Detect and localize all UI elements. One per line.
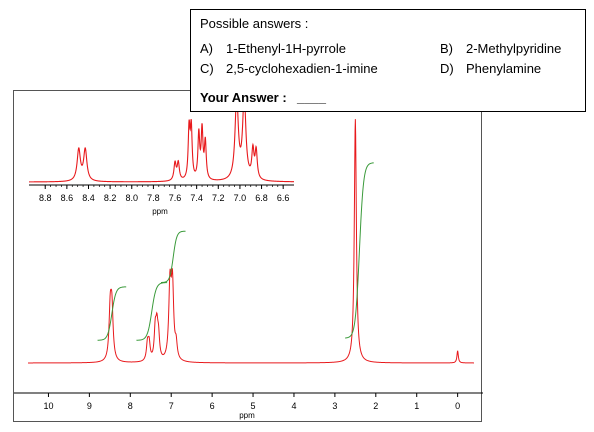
main-x-ticks [47, 393, 459, 397]
inset-spectrum-plot: 8.8 8.6 8.4 8.2 8.0 7.8 7.6 7.4 7.2 7.0 6.8 6.6 ppm [29, 93, 294, 216]
inset-x-tick-label: 8.2 [104, 193, 117, 203]
main-x-tick-label: 4 [291, 401, 296, 411]
main-x-tick-label: 8 [128, 401, 133, 411]
main-integral-curves [97, 162, 374, 341]
your-answer-field[interactable]: ____ [297, 90, 326, 105]
question-prompt: Possible answers : [200, 16, 309, 31]
main-x-tick-label: 1 [414, 401, 419, 411]
option-b-letter: B) [440, 41, 453, 56]
main-x-tick-label: 2 [373, 401, 378, 411]
nmr-spectrum-chart: 10 9 8 7 6 5 4 3 2 1 0 ppm 8.8 8.6 8.4 8.2 8.0 7.8 7.6 7.… [14, 93, 483, 420]
option-a[interactable]: A) 1-Ethenyl-1H-pyrrole [200, 41, 346, 56]
option-b[interactable]: B) 2-Methylpyridine [440, 41, 561, 56]
answer-choices-box: Possible answers : A) 1-Ethenyl-1H-pyrrol… [190, 9, 586, 112]
option-b-text: 2-Methylpyridine [466, 41, 562, 56]
integral-curve [136, 282, 168, 341]
inset-x-tick-label: 8.0 [125, 193, 138, 203]
main-spectrum-plot: 10 9 8 7 6 5 4 3 2 1 0 ppm [14, 119, 483, 420]
main-spectrum-trace [28, 119, 474, 364]
option-c-text: 2,5-cyclohexadien-1-imine [226, 61, 378, 76]
nmr-spectrum-panel: 10 9 8 7 6 5 4 3 2 1 0 ppm 8.8 8.6 8.4 8.2 8.0 7.8 7.6 7.… [13, 90, 483, 422]
inset-spectrum-trace [29, 93, 294, 183]
option-d-text: Phenylamine [466, 61, 542, 76]
option-c[interactable]: C) 2,5-cyclohexadien-1-imine [200, 61, 378, 76]
inset-x-tick-label: 7.6 [169, 193, 182, 203]
inset-x-tick-label: 7.0 [234, 193, 247, 203]
integral-curve [97, 286, 127, 341]
inset-x-tick-label: 8.4 [82, 193, 95, 203]
integral-curve [345, 162, 374, 339]
main-x-tick-label: 10 [43, 401, 53, 411]
your-answer-label: Your Answer : [200, 90, 287, 105]
inset-x-ticks [44, 185, 284, 189]
inset-x-tick-label: 7.8 [147, 193, 160, 203]
option-d[interactable]: D) Phenylamine [440, 61, 541, 76]
main-x-axis-title: ppm [239, 411, 255, 420]
main-x-tick-labels: 10 9 8 7 6 5 4 3 2 1 0 [43, 401, 460, 411]
option-c-letter: C) [200, 61, 214, 76]
option-a-letter: A) [200, 41, 213, 56]
option-a-text: 1-Ethenyl-1H-pyrrole [226, 41, 346, 56]
inset-x-tick-label: 6.6 [277, 193, 290, 203]
inset-x-tick-label: 8.8 [39, 193, 52, 203]
option-d-letter: D) [440, 61, 454, 76]
main-x-tick-label: 3 [332, 401, 337, 411]
integral-curve [160, 230, 186, 283]
main-x-tick-label: 5 [251, 401, 256, 411]
main-x-tick-label: 9 [87, 401, 92, 411]
inset-x-axis-title: ppm [152, 207, 168, 216]
inset-x-tick-label: 7.4 [190, 193, 203, 203]
main-x-tick-label: 7 [169, 401, 174, 411]
main-x-tick-label: 6 [210, 401, 215, 411]
inset-x-tick-labels: 8.8 8.6 8.4 8.2 8.0 7.8 7.6 7.4 7.2 7.0 6.8 6.6 [39, 193, 289, 203]
inset-x-tick-label: 7.2 [212, 193, 225, 203]
main-x-tick-label: 0 [455, 401, 460, 411]
inset-x-tick-label: 8.6 [61, 193, 74, 203]
inset-x-tick-label: 6.8 [255, 193, 268, 203]
